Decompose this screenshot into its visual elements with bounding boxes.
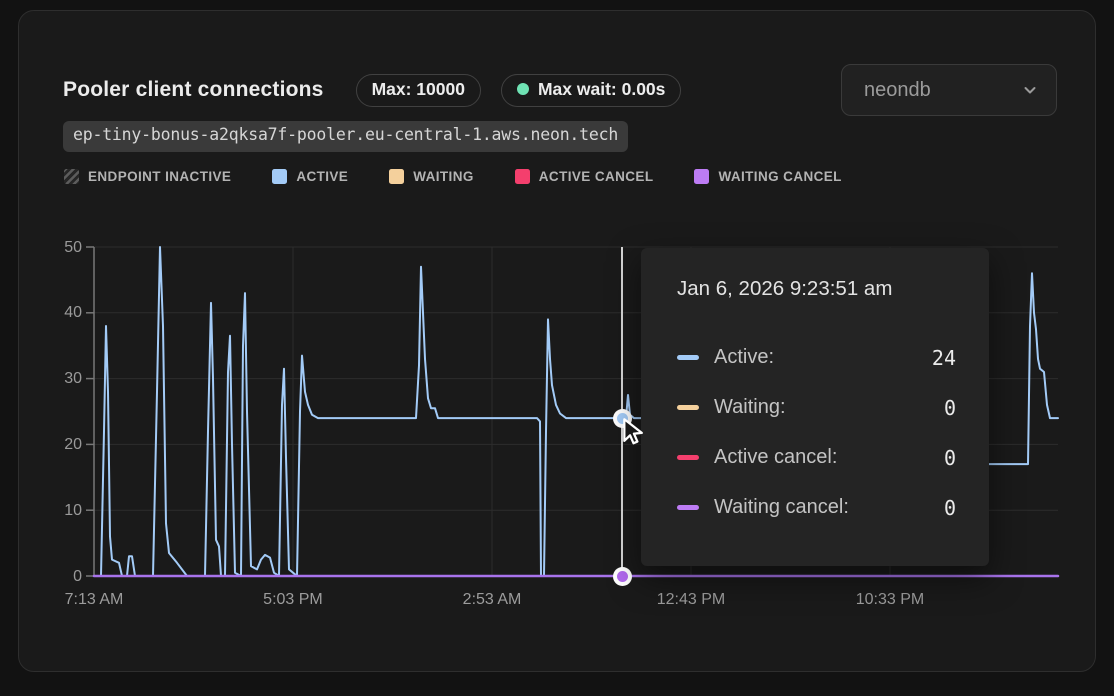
pooler-connections-card: Pooler client connections Max: 10000 Max…	[18, 10, 1096, 672]
y-tick-label: 20	[64, 435, 82, 453]
legend-label: ACTIVE	[296, 169, 349, 184]
legend-label: WAITING	[413, 169, 474, 184]
color-swatch-icon	[272, 169, 288, 184]
hatch-swatch-icon	[64, 169, 79, 184]
max-connections-label: Max: 10000	[371, 78, 465, 99]
hover-point-active	[612, 408, 632, 428]
x-tick-label: 7:13 AM	[64, 591, 124, 608]
chart-legend: ENDPOINT INACTIVE ACTIVE WAITING ACTIVE CAN…	[64, 169, 842, 184]
legend-label: WAITING CANCEL	[718, 169, 842, 184]
endpoint-host-chip: ep-tiny-bonus-a2qksa7f-pooler.eu-central…	[63, 121, 629, 152]
database-select-value: neondb	[864, 78, 931, 101]
tooltip-timestamp: Jan 6, 2026 9:23:51 am	[677, 277, 893, 300]
legend-item-active-cancel: ACTIVE CANCEL	[514, 169, 654, 184]
legend-label: ACTIVE CANCEL	[538, 169, 654, 184]
y-tick-label: 10	[64, 501, 82, 519]
status-dot-icon	[516, 83, 529, 95]
tooltip-row-label: Waiting:	[714, 396, 786, 418]
series-dash-icon	[677, 455, 699, 460]
tooltip-row-value: 0	[943, 495, 956, 520]
hover-point-baseline	[612, 566, 632, 586]
legend-item-endpoint-inactive: ENDPOINT INACTIVE	[64, 169, 231, 184]
series-dash-icon	[677, 355, 699, 360]
color-swatch-icon	[514, 169, 530, 184]
x-tick-label: 12:43 PM	[656, 591, 726, 608]
legend-item-waiting-cancel: WAITING CANCEL	[694, 169, 841, 184]
legend-label: ENDPOINT INACTIVE	[88, 169, 232, 184]
page-title: Pooler client connections	[63, 78, 324, 101]
tooltip-rows: Active: 24 Waiting: 0 Active cancel: 0 Waiting…	[677, 343, 956, 522]
max-connections-badge: Max: 10000	[355, 73, 481, 107]
series-dash-icon	[677, 505, 699, 510]
legend-item-active: ACTIVE	[272, 169, 348, 184]
tooltip-row-value: 24	[931, 345, 956, 370]
tooltip-row-waiting: Waiting: 0	[677, 393, 956, 422]
legend-item-waiting: WAITING	[389, 169, 474, 184]
tooltip-row-label: Active:	[714, 346, 775, 368]
tooltip-row-active: Active: 24	[677, 343, 956, 372]
color-swatch-icon	[694, 169, 710, 184]
y-tick-label: 50	[64, 238, 82, 256]
chart-tooltip: Jan 6, 2026 9:23:51 am Active: 24 Waiting:…	[641, 248, 989, 566]
tooltip-row-label: Waiting cancel:	[714, 496, 849, 518]
connections-chart[interactable]	[86, 246, 1060, 578]
chevron-down-icon	[1020, 80, 1040, 100]
card-header: Pooler client connections Max: 10000 Max…	[63, 63, 1057, 117]
x-tick-label: 5:03 PM	[263, 591, 323, 608]
max-wait-label: Max wait: 0.00s	[537, 78, 666, 99]
x-tick-label: 2:53 AM	[462, 591, 522, 608]
tooltip-row-value: 0	[943, 445, 956, 470]
tooltip-row-value: 0	[943, 395, 956, 420]
tooltip-row-waiting-cancel: Waiting cancel: 0	[677, 493, 956, 522]
tooltip-row-active-cancel: Active cancel: 0	[677, 443, 956, 472]
x-tick-label: 10:33 PM	[855, 591, 925, 608]
y-tick-label: 40	[64, 304, 82, 322]
color-swatch-icon	[389, 169, 405, 184]
y-tick-label: 30	[64, 370, 82, 388]
series-dash-icon	[677, 405, 699, 410]
y-tick-label: 0	[73, 567, 82, 585]
max-wait-badge: Max wait: 0.00s	[500, 73, 682, 107]
database-select[interactable]: neondb	[841, 64, 1057, 116]
tooltip-row-label: Active cancel:	[714, 446, 838, 468]
